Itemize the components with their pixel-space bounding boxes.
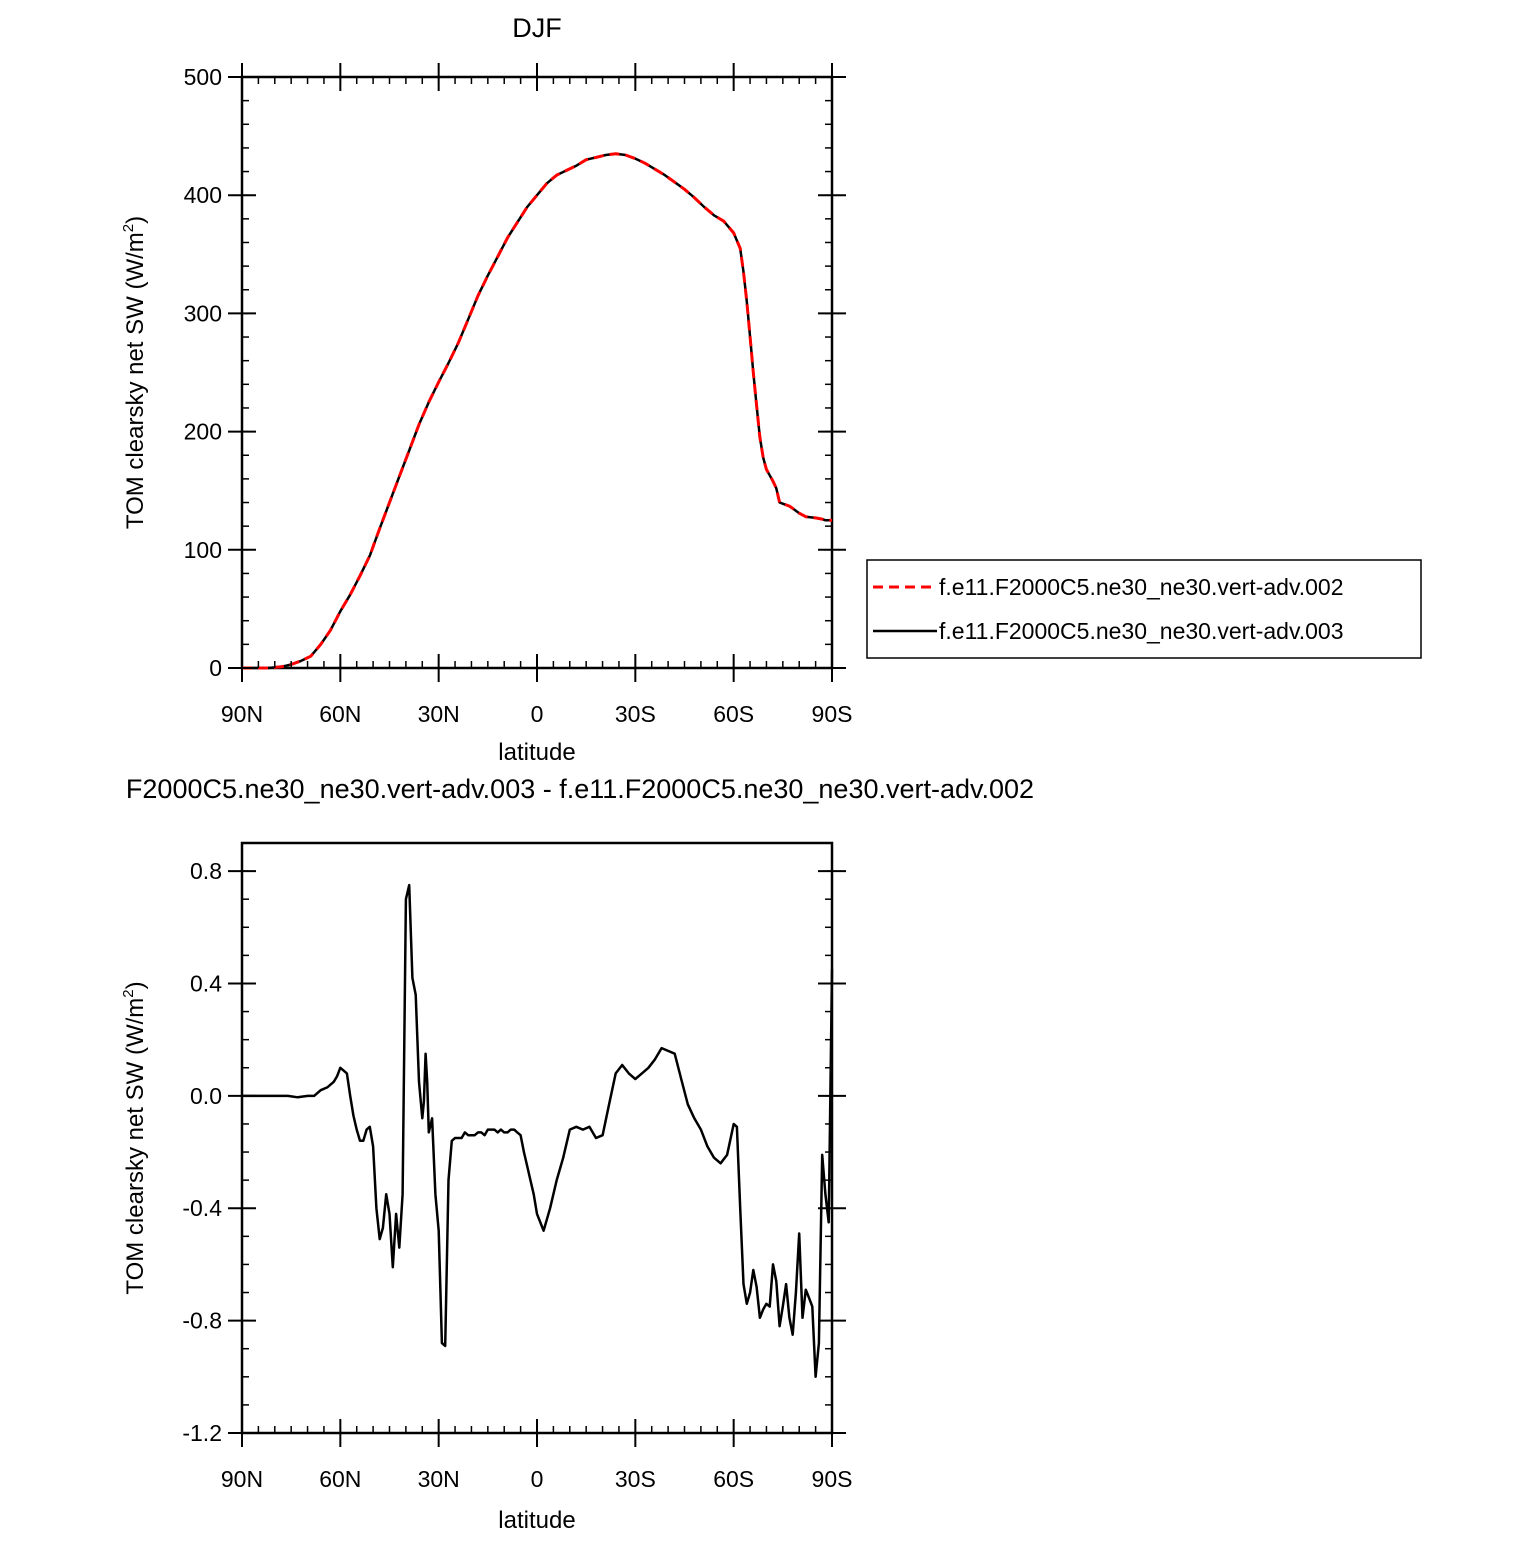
bottom-chart-title: F2000C5.ne30_ne30.vert-adv.003 - f.e11.F… <box>126 774 1034 804</box>
bottom-y-axis-label: TOM clearsky net SW (W/m2) <box>120 981 149 1294</box>
y-tick-label: 0.0 <box>190 1083 222 1109</box>
x-tick-label: 30N <box>418 1466 460 1492</box>
legend-box <box>866 559 1422 659</box>
x-tick-label: 60N <box>319 701 361 727</box>
series-line-0 <box>242 152 832 670</box>
bottom-y-axis-label-close: ) <box>122 981 149 989</box>
x-tick-label: 30S <box>615 1466 656 1492</box>
top-panel: DJF 0 100 200 300 400 500 90N 60N 30N 0 30S 60S 90S… <box>120 13 1422 766</box>
x-tick-label: 0 <box>531 1466 544 1492</box>
plot-frame <box>240 841 834 1435</box>
legend-entry-label: f.e11.F2000C5.ne30_ne30.vert-adv.003 <box>939 618 1344 644</box>
bottom-y-axis-label-superscript: 2 <box>120 989 137 997</box>
series-line-0 <box>242 883 834 1379</box>
x-tick-label: 90N <box>221 1466 263 1492</box>
x-tick-label: 90N <box>221 701 263 727</box>
y-tick-label: -0.4 <box>182 1195 222 1221</box>
bottom-y-axis-label-main: TOM clearsky net SW (W/m <box>122 998 149 1295</box>
bottom-plot-area <box>240 841 834 1435</box>
top-x-axis-label: latitude <box>498 739 575 766</box>
series-line-1 <box>242 152 832 670</box>
bottom-panel: F2000C5.ne30_ne30.vert-adv.003 - f.e11.F… <box>120 774 1034 1534</box>
x-tick-label: 90S <box>812 701 853 727</box>
top-chart-title: DJF <box>512 13 562 43</box>
y-tick-label: 200 <box>184 419 222 445</box>
y-tick-label: 0.4 <box>190 970 222 996</box>
y-tick-label: 0.8 <box>190 858 222 884</box>
y-tick-label: 100 <box>184 537 222 563</box>
top-y-ticks: 0 100 200 300 400 500 <box>184 64 846 681</box>
x-tick-label: 30S <box>615 701 656 727</box>
x-tick-label: 60S <box>713 701 754 727</box>
top-y-axis-label-main: TOM clearsky net SW (W/m <box>122 232 149 529</box>
top-y-axis-label-superscript: 2 <box>120 224 137 232</box>
y-tick-label: 300 <box>184 300 222 326</box>
top-y-axis-label: TOM clearsky net SW (W/m2) <box>120 216 149 529</box>
y-tick-label: 500 <box>184 64 222 90</box>
top-y-axis-label-close: ) <box>122 216 149 224</box>
x-tick-label: 0 <box>531 701 544 727</box>
y-tick-label: -0.8 <box>182 1308 222 1334</box>
top-plot-area <box>240 75 834 670</box>
x-tick-label: 30N <box>418 701 460 727</box>
y-tick-label: 400 <box>184 182 222 208</box>
y-tick-label: 0 <box>209 655 222 681</box>
bottom-y-ticks: -1.2 -0.8 -0.4 0.0 0.4 0.8 <box>182 842 846 1446</box>
legend: f.e11.F2000C5.ne30_ne30.vert-adv.002 f.e1… <box>866 559 1422 659</box>
bottom-x-axis-label: latitude <box>498 1507 575 1534</box>
x-tick-label: 60S <box>713 1466 754 1492</box>
x-tick-label: 60N <box>319 1466 361 1492</box>
y-tick-label: -1.2 <box>182 1420 222 1446</box>
bottom-x-ticks: 90N 60N 30N 0 30S 60S 90S <box>221 1419 853 1492</box>
top-x-ticks: 90N 60N 30N 0 30S 60S 90S <box>221 63 853 727</box>
plot-frame <box>240 75 834 670</box>
legend-entry-label: f.e11.F2000C5.ne30_ne30.vert-adv.002 <box>939 574 1344 600</box>
x-tick-label: 90S <box>812 1466 853 1492</box>
